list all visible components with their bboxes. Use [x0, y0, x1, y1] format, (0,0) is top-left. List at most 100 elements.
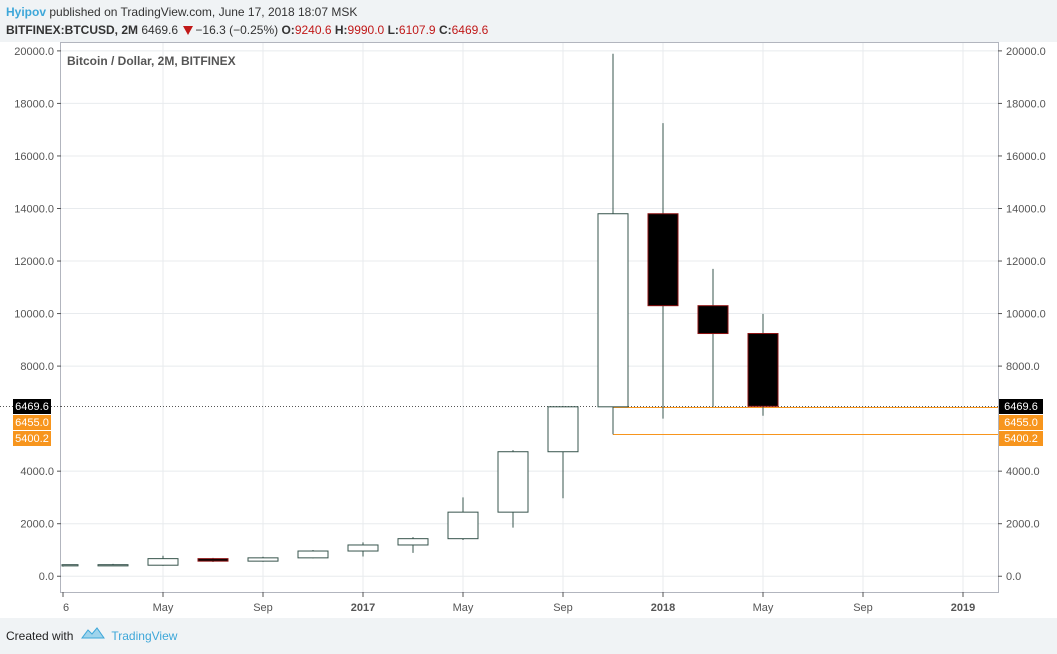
candle-down[interactable]: [747, 313, 779, 416]
close-value: 6469.6: [451, 23, 489, 37]
x-tick-label: 2017: [351, 602, 375, 614]
y-tick-label-right: 2000.0: [1006, 519, 1040, 531]
candle-up[interactable]: [447, 497, 479, 540]
tradingview-brand[interactable]: TradingView: [111, 629, 178, 643]
candle-up[interactable]: [97, 563, 129, 567]
candle-body: [197, 558, 229, 562]
y-tick-label-right: 16000.0: [1006, 151, 1046, 163]
plot-border: [60, 42, 999, 593]
candle-up[interactable]: [547, 406, 579, 499]
price-label-bg-left: [13, 399, 51, 414]
candle-body: [647, 213, 679, 307]
x-tick-label: Sep: [253, 602, 273, 614]
x-tick-label: Sep: [853, 602, 873, 614]
candle-body: [61, 564, 79, 567]
candle-up[interactable]: [497, 450, 529, 528]
chart-title: Bitcoin / Dollar, 2M, BITFINEX: [67, 54, 236, 68]
candle-body: [447, 511, 479, 540]
candle-body: [347, 544, 379, 552]
y-tick-label-left: 18000.0: [14, 98, 54, 110]
candle-up[interactable]: [397, 537, 429, 553]
y-tick-label-left: 16000.0: [14, 151, 54, 163]
price-labels: 6469.6 6469.6 6455.0 6455.0 5400.2 5400.2: [13, 399, 1043, 446]
y-tick-label-left: 14000.0: [14, 203, 54, 215]
candle-body: [397, 538, 429, 546]
close-label: C:: [438, 23, 452, 37]
tradingview-logo-icon[interactable]: [81, 626, 106, 646]
publish-info: Hyipov published on TradingView.com, Jun…: [6, 3, 357, 21]
x-tick-label: May: [453, 602, 474, 614]
y-tick-label-left: 12000.0: [14, 256, 54, 268]
y-tick-label-left: 8000.0: [20, 361, 54, 373]
candle-body: [147, 558, 179, 566]
y-tick-label-right: 20000.0: [1006, 46, 1046, 58]
price-lines: [0, 406, 998, 435]
price-change: −16.3 (−0.25%): [195, 23, 279, 37]
x-tick-label: 2018: [651, 602, 675, 614]
price-label-bg-right: [999, 399, 1043, 414]
price-label-left: 6455.0: [15, 417, 49, 429]
author-link[interactable]: Hyipov: [6, 5, 47, 19]
open-value: 9240.6: [294, 23, 332, 37]
y-tick-label-right: 10000.0: [1006, 309, 1046, 321]
y-tick-label-right: 8000.0: [1006, 361, 1040, 373]
low-value: 6107.9: [398, 23, 436, 37]
candle-down[interactable]: [197, 557, 229, 563]
price-label-bg-right: [999, 431, 1043, 446]
x-tick-label: Sep: [553, 602, 573, 614]
y-tick-label-left: 20000.0: [14, 46, 54, 58]
candle-body: [697, 305, 729, 335]
high-label: H:: [334, 23, 348, 37]
x-tick-label: May: [753, 602, 774, 614]
symbol-info-bar: BITFINEX:BTCUSD, 2M 6469.6 −16.3 (−0.25%…: [6, 21, 488, 39]
candle-body: [597, 213, 629, 408]
price-label-left: 5400.2: [15, 433, 49, 445]
candle-down[interactable]: [647, 123, 679, 419]
candle-up[interactable]: [247, 556, 279, 562]
grid-lines: [61, 43, 998, 592]
chart-frame[interactable]: 0.0 0.0 2000.0 2000.0 4000.0 4000.0 8000.0 8000…: [0, 42, 1057, 618]
candle-body: [97, 564, 129, 567]
price-label-bg-right: [999, 415, 1043, 430]
low-label: L:: [387, 23, 399, 37]
x-tick-label: 2019: [951, 602, 975, 614]
open-label: O:: [281, 23, 295, 37]
y-tick-label-right: 14000.0: [1006, 203, 1046, 215]
price-label-right: 5400.2: [1004, 433, 1038, 445]
candle-up[interactable]: [347, 542, 379, 557]
candle-up[interactable]: [147, 555, 179, 566]
price-label-right: 6455.0: [1004, 417, 1038, 429]
y-tick-label-right: 12000.0: [1006, 256, 1046, 268]
price-label-bg-left: [13, 415, 51, 430]
y-tick-label-right: 18000.0: [1006, 98, 1046, 110]
price-label-right: 6469.6: [1004, 401, 1038, 413]
high-value: 9990.0: [347, 23, 385, 37]
candle-body: [247, 557, 279, 562]
candle-body: [497, 451, 529, 513]
price-label-left: 6469.6: [15, 401, 49, 413]
symbol-name[interactable]: BITFINEX:BTCUSD, 2M: [6, 23, 138, 37]
candle-body: [297, 550, 329, 559]
price-label-bg-left: [13, 431, 51, 446]
candle-up[interactable]: [297, 549, 329, 559]
candle-body: [547, 406, 579, 453]
y-tick-label-left: 0.0: [39, 571, 54, 583]
published-text: published on TradingView.com, June 17, 2…: [49, 5, 358, 19]
footer: Created with TradingView: [6, 626, 177, 646]
last-price: 6469.6: [141, 23, 179, 37]
candle-body: [747, 333, 779, 407]
y-tick-label-right: 0.0: [1006, 571, 1021, 583]
x-tick-label: 6: [63, 602, 69, 614]
candle-up[interactable]: [61, 564, 79, 567]
candles[interactable]: [61, 53, 779, 567]
candlestick-chart[interactable]: 0.0 0.0 2000.0 2000.0 4000.0 4000.0 8000.0 8000…: [0, 42, 1057, 618]
axes: 0.0 0.0 2000.0 2000.0 4000.0 4000.0 8000.0 8000…: [14, 46, 1046, 614]
y-tick-label-left: 10000.0: [14, 309, 54, 321]
candle-up[interactable]: [597, 53, 629, 435]
created-with-text: Created with: [6, 629, 74, 643]
y-tick-label-left: 4000.0: [20, 466, 54, 478]
candle-down[interactable]: [697, 268, 729, 407]
y-tick-label-right: 4000.0: [1006, 466, 1040, 478]
y-tick-label-left: 2000.0: [20, 519, 54, 531]
x-tick-label: May: [153, 602, 174, 614]
